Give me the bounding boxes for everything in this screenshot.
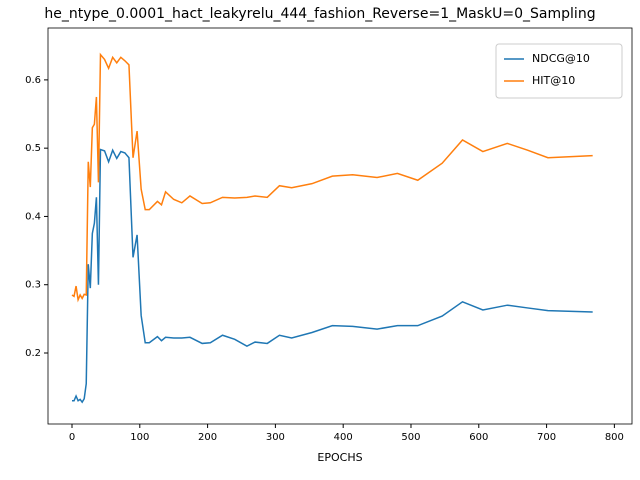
x-tick-label: 800 bbox=[605, 432, 624, 443]
y-tick-label: 0.5 bbox=[25, 143, 41, 154]
x-tick-label: 100 bbox=[130, 432, 149, 443]
x-tick-label: 200 bbox=[198, 432, 217, 443]
y-tick-label: 0.3 bbox=[25, 280, 41, 291]
x-tick-label: 700 bbox=[537, 432, 556, 443]
y-tick-label: 0.2 bbox=[25, 348, 41, 359]
series-line bbox=[72, 148, 593, 404]
y-tick-label: 0.4 bbox=[25, 211, 41, 222]
plot-frame bbox=[47, 27, 633, 425]
x-tick-label: 600 bbox=[469, 432, 488, 443]
y-tick-label: 0.6 bbox=[25, 75, 41, 86]
x-tick-label: 500 bbox=[401, 432, 420, 443]
legend-box bbox=[495, 43, 623, 99]
x-tick-label: 0 bbox=[69, 432, 75, 443]
x-axis-label: EPOCHS bbox=[317, 451, 362, 464]
series-line bbox=[71, 52, 593, 303]
chart-title: he_ntype_0.0001_hact_leakyrelu_444_fashi… bbox=[44, 6, 595, 22]
x-tick-label: 400 bbox=[334, 432, 353, 443]
legend-label: NDCG@10 bbox=[532, 52, 590, 65]
x-tick-label: 300 bbox=[266, 432, 285, 443]
legend-label: HIT@10 bbox=[532, 74, 575, 87]
